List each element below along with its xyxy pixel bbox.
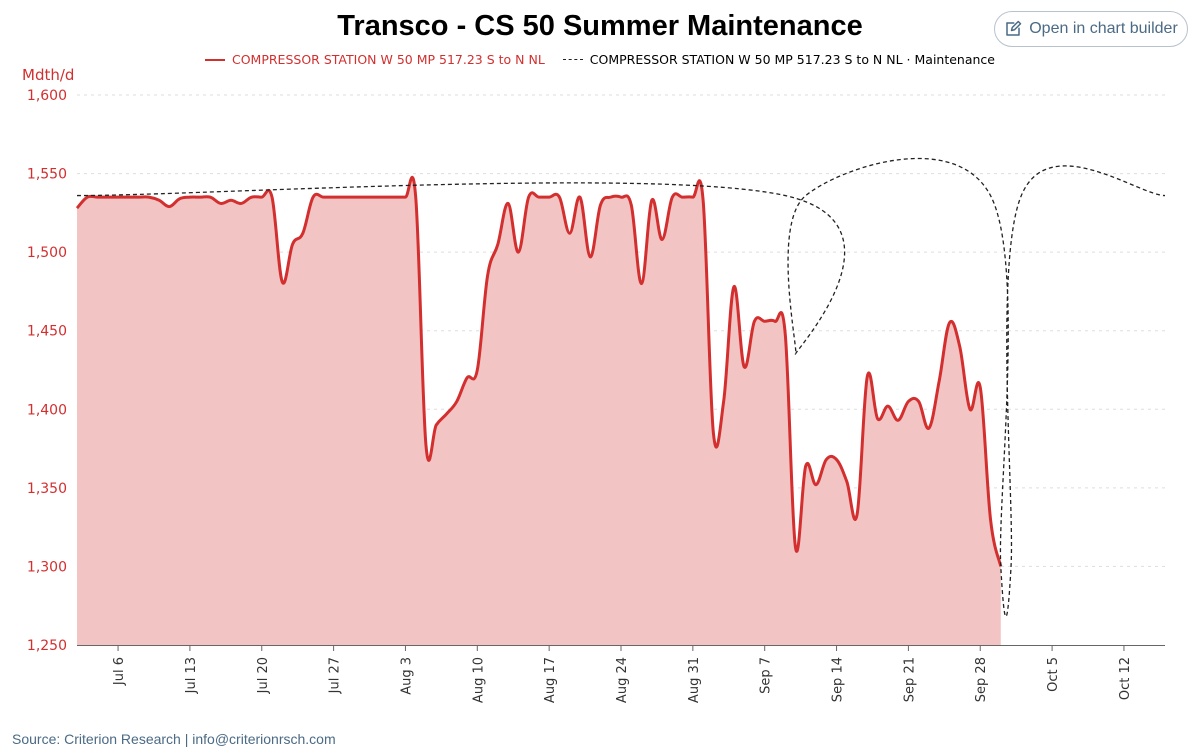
y-tick-label: 1,250 [27,638,67,654]
legend-item-maintenance[interactable]: COMPRESSOR STATION W 50 MP 517.23 S to N… [562,52,995,67]
x-tick-label: Jul 13 [184,657,199,694]
series-maintenance-line [76,157,1166,618]
legend-item-actual[interactable]: COMPRESSOR STATION W 50 MP 517.23 S to N… [204,52,545,67]
chart-legend: COMPRESSOR STATION W 50 MP 517.23 S to N… [0,52,1200,67]
x-tick-label: Sep 21 [902,657,917,702]
legend-label-actual: COMPRESSOR STATION W 50 MP 517.23 S to N… [231,52,545,67]
x-tick-label: Oct 5 [1046,657,1061,692]
x-tick-label: Sep 28 [974,657,989,702]
open-chart-builder-label: Open in chart builder [1029,20,1178,37]
x-tick-label: Aug 24 [615,657,630,703]
y-tick-label: 1,300 [27,559,67,575]
y-tick-label: 1,600 [27,88,67,104]
source-credit: Source: Criterion Research | info@criter… [12,731,336,747]
x-tick-label: Jul 20 [256,657,271,694]
x-tick-label: Aug 3 [399,657,414,695]
series-actual-line [75,175,1003,567]
open-chart-builder-button[interactable]: Open in chart builder [994,11,1188,47]
edit-icon [1006,20,1022,36]
y-tick-label: 1,500 [27,245,67,261]
chart-title: Transco - CS 50 Summer Maintenance [337,10,863,42]
x-tick-label: Aug 17 [543,657,558,703]
x-tick-label: Sep 14 [831,657,846,702]
y-axis-label: Mdth/d [22,66,75,84]
x-tick-label: Sep 7 [759,657,774,694]
y-tick-label: 1,450 [27,324,67,340]
x-tick-label: Aug 31 [687,657,702,703]
x-tick-label: Jul 27 [328,657,343,694]
legend-label-maintenance: COMPRESSOR STATION W 50 MP 517.23 S to N… [589,52,995,67]
x-tick-label: Oct 12 [1118,657,1133,700]
y-tick-label: 1,550 [27,167,67,183]
legend-swatch-dashed [562,59,583,60]
x-tick-label: Jul 6 [112,657,127,686]
x-tick-label: Aug 10 [471,657,486,703]
legend-swatch-solid [204,58,225,61]
y-tick-label: 1,400 [27,402,67,418]
series-actual-area [77,177,1001,645]
y-tick-label: 1,350 [27,481,67,497]
